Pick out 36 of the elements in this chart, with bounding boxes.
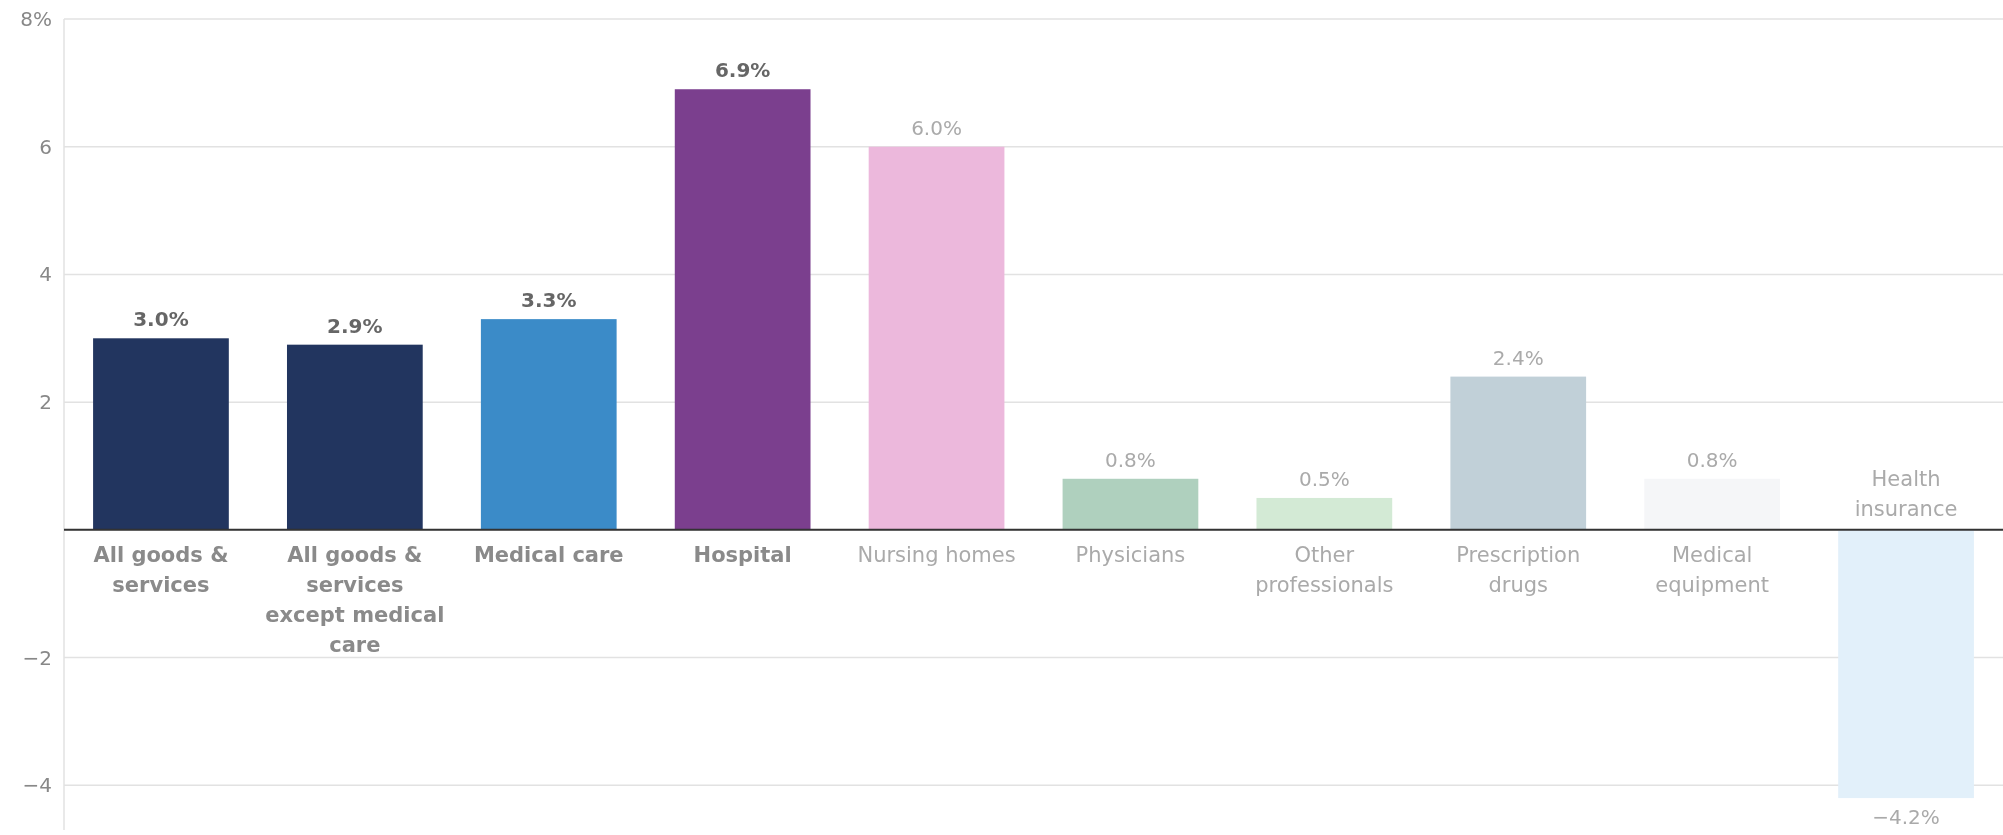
bar <box>1838 529 1974 799</box>
x-tick-label: Physicians <box>1075 542 1186 567</box>
x-tick-label: Hospital <box>693 542 792 567</box>
x-tick-label: Health insurance <box>1854 466 1958 521</box>
data-label: 3.3% <box>521 288 577 313</box>
data-label: 2.9% <box>327 313 383 338</box>
y-tick-label: 8% <box>20 7 52 31</box>
data-label: 0.5% <box>1298 466 1350 491</box>
y-tick-label: 4 <box>39 262 52 287</box>
data-label: 2.4% <box>1492 345 1544 370</box>
data-label: 0.8% <box>1105 447 1156 472</box>
bar <box>1256 497 1393 530</box>
bar <box>1450 376 1587 530</box>
data-label: 3.0% <box>133 307 189 332</box>
x-tick-label: Nursing homes <box>857 542 1016 567</box>
data-label: 0.8% <box>1686 447 1738 472</box>
x-tick-label: Medical equipment <box>1655 542 1769 597</box>
x-tick-label: All goods & services except medical care <box>265 542 445 657</box>
bar <box>1062 478 1199 530</box>
y-tick-label: −4 <box>22 773 52 798</box>
bar <box>1644 478 1781 530</box>
data-label: 6.9% <box>714 58 771 83</box>
y-tick-label: −2 <box>22 645 52 670</box>
bar <box>480 319 617 530</box>
y-tick-label: 2 <box>39 390 52 415</box>
x-tick-label: All goods & services <box>93 542 229 597</box>
data-label: 6.0% <box>911 115 962 140</box>
data-label: −4.2% <box>1872 805 1940 830</box>
bar <box>93 338 229 530</box>
x-tick-label: Medical care <box>473 542 624 567</box>
bar <box>868 146 1005 530</box>
bar <box>286 344 423 530</box>
x-tick-label: Other professionals <box>1255 542 1394 597</box>
bar <box>674 89 811 530</box>
y-tick-label: 6 <box>39 134 52 159</box>
x-tick-label: Prescription drugs <box>1456 542 1581 597</box>
